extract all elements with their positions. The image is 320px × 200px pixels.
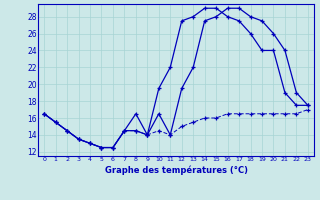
X-axis label: Graphe des températures (°C): Graphe des températures (°C) [105, 165, 247, 175]
